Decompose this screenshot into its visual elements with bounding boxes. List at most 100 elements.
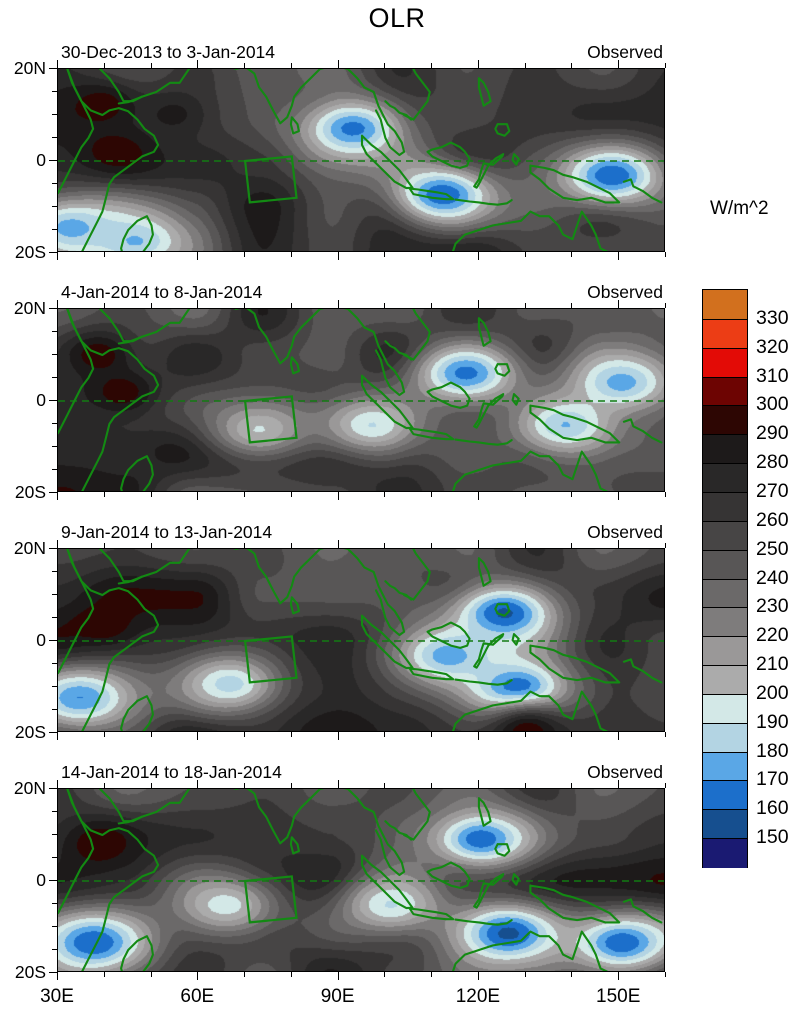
colorbar-tick-label: 270 <box>756 479 789 502</box>
x-axis-minor-tick <box>103 492 105 497</box>
coastline-path <box>403 789 431 841</box>
coastline-path <box>99 309 144 343</box>
x-axis-minor-tick <box>524 732 526 737</box>
colorbar-band[interactable] <box>703 434 747 464</box>
coastline-path <box>529 644 621 684</box>
x-axis-minor-tick-top <box>384 63 386 68</box>
region-box <box>243 635 298 684</box>
panel-source-label: Observed <box>587 522 663 542</box>
colorbar-band[interactable] <box>703 607 747 637</box>
coastline-path <box>494 603 511 617</box>
x-axis-tick <box>618 492 620 500</box>
coastline-path <box>408 907 455 921</box>
colorbar-band[interactable] <box>703 751 747 782</box>
colorbar-band[interactable] <box>703 665 747 695</box>
x-axis-minor-tick <box>244 492 246 497</box>
x-axis-minor-tick-top <box>384 543 386 548</box>
x-axis-tick-top <box>197 540 199 548</box>
colorbar-band[interactable] <box>703 838 747 868</box>
x-axis-minor-tick-top <box>665 783 666 788</box>
coastline-path <box>511 393 520 406</box>
coastline-path <box>511 633 520 646</box>
colorbar-band[interactable] <box>703 318 747 349</box>
colorbar-band[interactable] <box>703 693 747 724</box>
y-axis-minor-tick <box>52 834 57 835</box>
coastline-path <box>408 187 455 201</box>
x-axis-minor-tick-top <box>103 783 105 788</box>
colorbar-band[interactable] <box>703 347 747 378</box>
colorbar-tick-label: 280 <box>756 451 789 474</box>
colorbar-band[interactable] <box>703 376 747 406</box>
colorbar-band-divider <box>703 405 747 407</box>
y-axis-minor-tick <box>52 183 57 184</box>
x-axis-minor-tick <box>384 732 386 737</box>
page-title: OLR <box>368 3 426 33</box>
x-axis-tick-top <box>57 300 58 308</box>
x-axis-tick-top <box>618 300 620 308</box>
coastline-path <box>408 427 455 441</box>
x-axis-minor-tick-top <box>665 63 666 68</box>
colorbar-band[interactable] <box>703 463 747 493</box>
coastline-path <box>346 549 406 637</box>
x-axis-minor-tick-top <box>150 303 152 308</box>
colorbar-band[interactable] <box>703 809 747 839</box>
y-axis-minor-tick <box>52 114 57 115</box>
colorbar-tick-label: 160 <box>756 797 789 820</box>
colorbar-tick-label: 250 <box>756 537 789 560</box>
y-axis-minor-tick <box>52 423 57 424</box>
x-axis-minor-tick-top <box>244 303 246 308</box>
colorbar-band[interactable] <box>703 405 747 435</box>
colorbar-tick-label: 320 <box>756 335 789 358</box>
colorbar-band[interactable] <box>703 520 747 551</box>
y-axis-minor-tick <box>52 206 57 207</box>
coastline-path <box>66 549 160 731</box>
x-axis-tick-top <box>618 780 620 788</box>
y-axis-minor-tick <box>52 617 57 618</box>
y-axis-tick <box>49 492 57 493</box>
y-axis-label: 20N <box>13 298 46 318</box>
colorbar-band[interactable] <box>703 549 747 580</box>
x-axis-tick <box>337 732 339 740</box>
x-axis-minor-tick-top <box>524 543 526 548</box>
map-panel-1: 30-Dec-2013 to 3-Jan-2014 Observed 20N 0 20S <box>14 42 666 261</box>
y-axis-label: 0 <box>36 390 46 410</box>
x-axis-minor-tick-top <box>524 63 526 68</box>
colorbar-band[interactable] <box>703 290 747 320</box>
x-axis-tick <box>477 972 479 980</box>
x-axis-minor-tick-top <box>244 543 246 548</box>
coastline-path <box>454 198 513 206</box>
x-axis-label: 60E <box>180 986 215 1007</box>
x-axis-minor-tick <box>665 972 666 977</box>
x-axis-tick-top <box>57 60 58 68</box>
colorbar-tick-label: 200 <box>756 681 789 704</box>
coastline-path <box>511 873 520 886</box>
colorbar-band[interactable] <box>703 722 747 753</box>
colorbar-strip[interactable] <box>702 289 748 868</box>
y-axis-minor-tick <box>52 571 57 572</box>
x-axis-minor-tick <box>150 732 152 737</box>
colorbar-tick-label: 180 <box>756 739 789 762</box>
coastline-path <box>477 77 492 107</box>
colorbar-band[interactable] <box>703 636 747 666</box>
x-axis-label: 30E <box>40 986 74 1007</box>
x-axis-tick-top <box>477 300 479 308</box>
coastline-path <box>346 309 406 397</box>
colorbar-band[interactable] <box>703 491 747 522</box>
x-axis-minor-tick-top <box>524 783 526 788</box>
x-axis-tick <box>57 972 58 980</box>
colorbar-band-divider <box>703 636 747 638</box>
coastline-path <box>426 141 471 169</box>
coastline-path <box>234 789 350 845</box>
coastline-path <box>622 418 663 444</box>
y-axis-minor-tick <box>52 709 57 710</box>
y-axis-label: 20S <box>14 722 46 742</box>
colorbar-band-divider <box>703 838 747 840</box>
map-plot-area <box>57 308 665 492</box>
coastline-path <box>99 69 144 103</box>
colorbar-band[interactable] <box>703 578 747 608</box>
x-axis-minor-tick-top <box>665 303 666 308</box>
x-axis-minor-tick <box>103 732 105 737</box>
y-axis-tick <box>49 400 57 401</box>
colorbar-band[interactable] <box>703 780 747 810</box>
coastline-path <box>66 309 160 491</box>
